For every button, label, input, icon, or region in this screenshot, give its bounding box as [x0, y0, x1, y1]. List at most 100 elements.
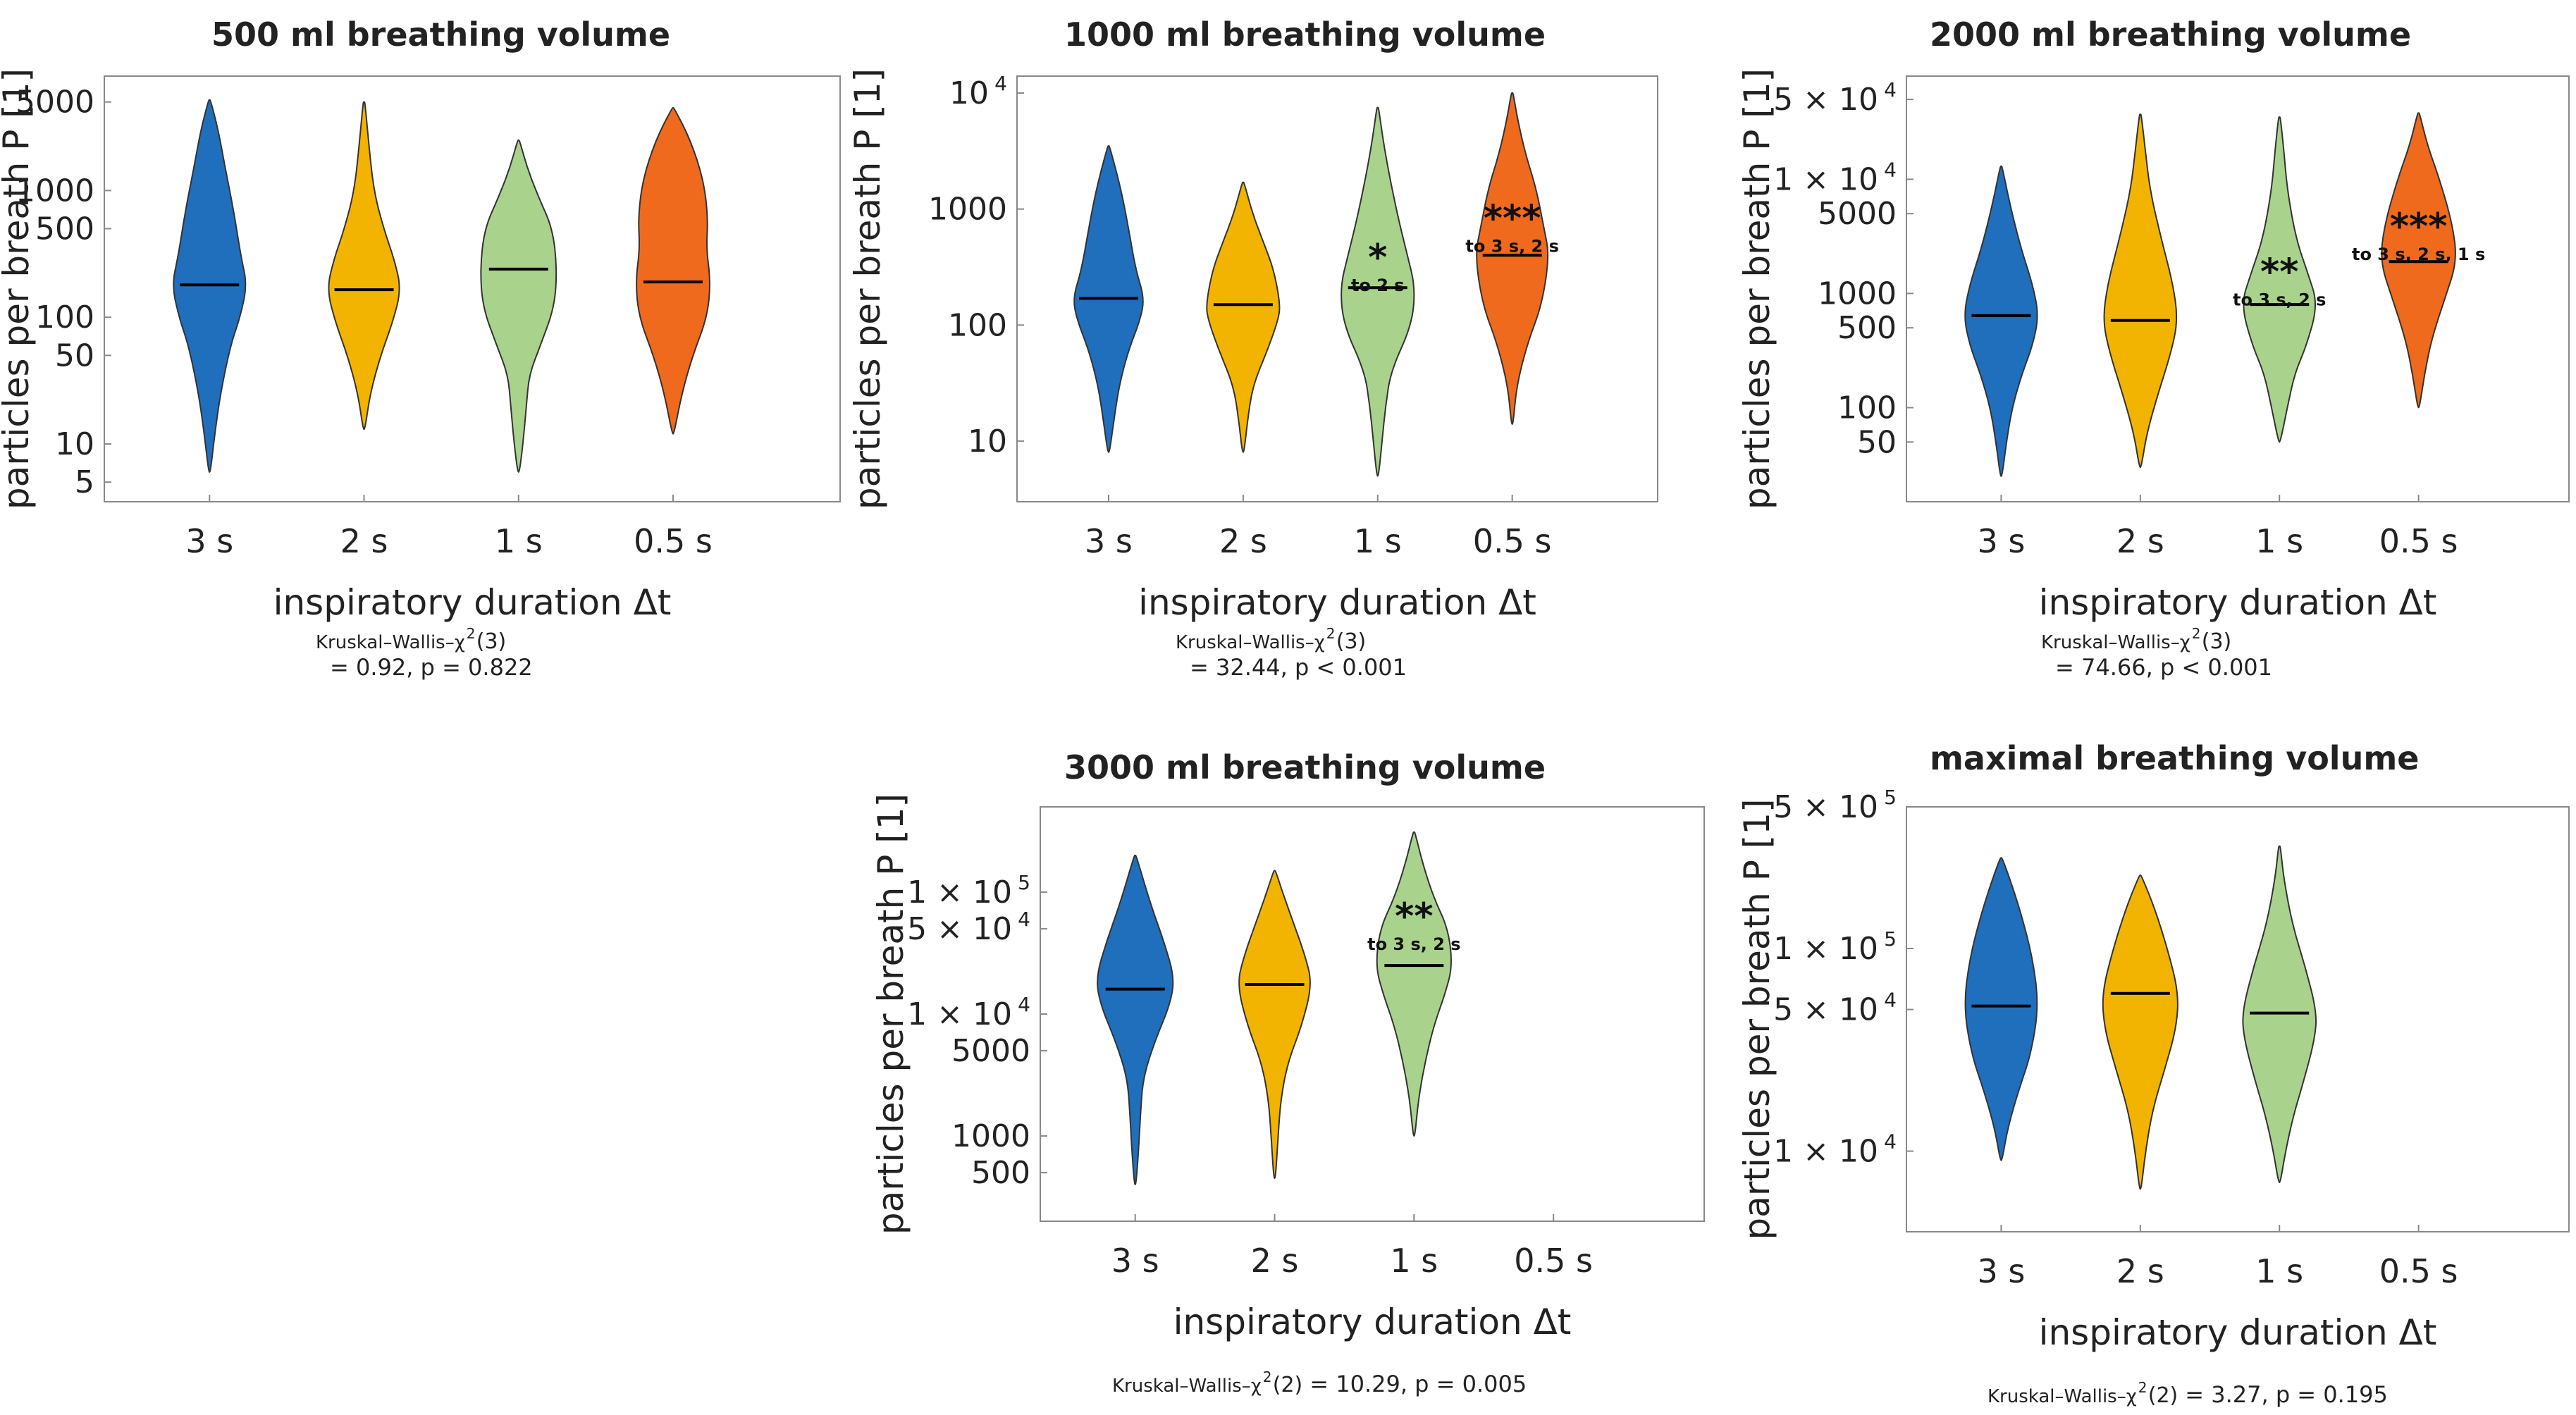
stat-superscript: 2	[2138, 1379, 2147, 1396]
violin-2-s	[1206, 181, 1281, 453]
stat-df: (2)	[2148, 1383, 2178, 1408]
violin-3-s	[1964, 857, 2038, 1161]
significance-stars: ***	[2390, 206, 2448, 248]
violin-1-s	[480, 139, 557, 473]
panel-title: 3000 ml breathing volume	[1064, 748, 1546, 786]
stat-df: (3)	[476, 629, 507, 654]
y-tick-exponent: 4	[1884, 1130, 1897, 1154]
plot-frame	[104, 75, 841, 502]
panel-3: 2000 ml breathing volume 5 × 10 4 1 × 10 4 50…	[1737, 16, 2570, 681]
y-tick-label: 500	[1837, 310, 1897, 346]
stat-result: = 3.27, p = 0.195	[2185, 1381, 2388, 1408]
significance-note: to 3 s, 2 s	[2233, 290, 2326, 310]
x-tick-0-5-s: 0.5 s	[634, 522, 713, 560]
stat-superscript: 2	[1326, 625, 1336, 642]
x-tick-1-s: 1 s	[1390, 1242, 1438, 1280]
x-tick-0-5-s: 0.5 s	[2379, 522, 2458, 560]
y-tick-exponent: 4	[1018, 993, 1030, 1016]
stat-superscript: 2	[1263, 1368, 1272, 1385]
kruskal-wallis-note: Kruskal–Wallis–χ 2 (3)= 74.66, p < 0.001	[2041, 625, 2272, 681]
y-tick-label: 10	[55, 426, 94, 462]
significance-note: to 3 s, 2 s, 1 s	[2352, 245, 2485, 264]
kruskal-wallis-note: Kruskal–Wallis–χ 2 (2) = 10.29, p = 0.005	[1112, 1368, 1527, 1397]
x-tick-3-s: 3 s	[185, 522, 233, 560]
stat-superscript: 2	[2192, 625, 2201, 642]
x-axis-label: inspiratory duration Δt	[1173, 1302, 1572, 1342]
x-tick-3-s: 3 s	[1085, 522, 1133, 560]
stat-result: = 10.29, p = 0.005	[1309, 1371, 1527, 1397]
y-tick-label: 1000	[951, 1118, 1030, 1154]
violin-2-s	[328, 101, 400, 431]
significance-note: to 3 s, 2 s	[1465, 236, 1558, 256]
y-tick-label: 10	[968, 424, 1007, 459]
y-tick-label: 1000	[1818, 276, 1897, 311]
stat-df: (3)	[2202, 629, 2232, 654]
x-tick-3-s: 3 s	[1111, 1242, 1159, 1280]
violin-3-s	[1097, 854, 1174, 1185]
y-tick-label: 1 × 10	[907, 875, 1012, 910]
significance-stars: **	[2260, 252, 2298, 294]
plot-frame	[1906, 806, 2570, 1232]
violin-2-s	[2102, 874, 2178, 1190]
y-tick-label: 1000	[16, 173, 94, 209]
violin-0-5-s	[636, 106, 710, 435]
stat-result: = 74.66, p < 0.001	[2055, 654, 2272, 681]
y-tick-label: 5000	[951, 1033, 1030, 1069]
y-tick-label: 500	[971, 1155, 1030, 1191]
y-tick-label: 50	[1857, 424, 1897, 460]
violin-1-s	[1341, 106, 1415, 477]
x-tick-2-s: 2 s	[340, 522, 388, 560]
stat-result: = 32.44, p < 0.001	[1190, 654, 1407, 681]
y-tick-label: 500	[35, 211, 94, 247]
significance-stars: *	[1368, 237, 1387, 279]
y-tick-label: 5 × 10	[1773, 992, 1878, 1028]
y-tick-label: 5	[75, 464, 94, 500]
panel-title: 500 ml breathing volume	[211, 16, 670, 54]
stat-test-name: Kruskal–Wallis–χ	[2041, 632, 2190, 653]
kruskal-wallis-note: Kruskal–Wallis–χ 2 (2) = 3.27, p = 0.195	[1988, 1379, 2388, 1408]
significance-note: to 2 s	[1351, 276, 1405, 295]
x-tick-3-s: 3 s	[1977, 522, 2025, 560]
stat-test-name: Kruskal–Wallis–χ	[1176, 632, 1325, 653]
x-tick-1-s: 1 s	[495, 522, 543, 560]
y-tick-label: 50	[55, 338, 94, 373]
panel-title: 1000 ml breathing volume	[1064, 16, 1546, 54]
y-tick-label: 5 × 10	[1773, 789, 1878, 825]
y-tick-exponent: 4	[994, 72, 1007, 95]
x-tick-0-5-s: 0.5 s	[1473, 522, 1552, 560]
x-tick-2-s: 2 s	[2116, 522, 2164, 560]
x-tick-1-s: 1 s	[2255, 1252, 2303, 1290]
violin-2-s	[2103, 113, 2178, 469]
x-tick-1-s: 1 s	[1354, 522, 1402, 560]
x-axis-label: inspiratory duration Δt	[2039, 582, 2437, 623]
y-axis-label: particles per breath P [1]	[0, 68, 37, 509]
chart-panels: 500 ml breathing volume50001000500100501…	[0, 16, 2570, 1408]
stat-test-name: Kruskal–Wallis–χ	[1112, 1376, 1262, 1397]
y-tick-label: 1 × 10	[1773, 161, 1878, 197]
stat-test-name: Kruskal–Wallis–χ	[316, 632, 465, 653]
y-tick-label: 100	[1837, 390, 1897, 426]
plot-frame	[1016, 75, 1658, 502]
violin-1-s	[1376, 831, 1453, 1137]
y-tick-exponent: 5	[1884, 927, 1897, 951]
kruskal-wallis-note: Kruskal–Wallis–χ 2 (3)= 0.92, p = 0.822	[316, 625, 533, 681]
y-tick-label: 100	[35, 299, 94, 335]
violin-1-s	[2243, 116, 2316, 443]
x-tick-2-s: 2 s	[1251, 1242, 1299, 1280]
x-tick-1-s: 1 s	[2255, 522, 2303, 560]
panel-title: maximal breathing volume	[1930, 739, 2419, 777]
y-tick-label: 10	[949, 75, 989, 111]
y-tick-exponent: 5	[1018, 871, 1030, 894]
x-axis-label: inspiratory duration Δt	[2039, 1312, 2437, 1353]
y-tick-label: 5 × 10	[1773, 82, 1878, 118]
panel-title: 2000 ml breathing volume	[1930, 16, 2411, 54]
y-tick-label: 100	[948, 307, 1007, 343]
y-tick-exponent: 4	[1884, 78, 1897, 101]
kruskal-wallis-note: Kruskal–Wallis–χ 2 (3)= 32.44, p < 0.001	[1176, 625, 1407, 681]
stat-result: = 0.92, p = 0.822	[330, 654, 533, 681]
y-tick-label: 1000	[928, 192, 1007, 228]
y-tick-label: 1 × 10	[1773, 1134, 1878, 1170]
